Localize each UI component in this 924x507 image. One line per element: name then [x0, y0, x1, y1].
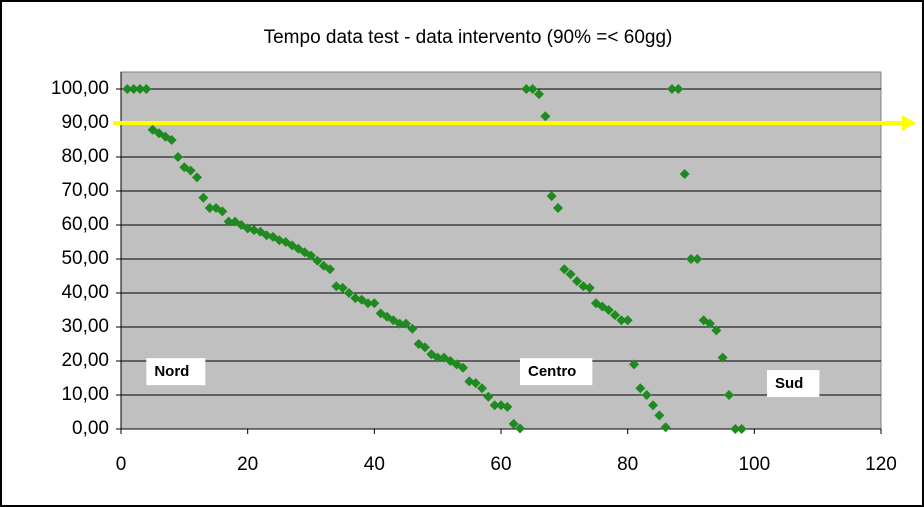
annotation-box [767, 370, 820, 398]
point [667, 84, 677, 94]
point [515, 423, 525, 434]
point [616, 315, 627, 326]
point [192, 172, 202, 183]
point [736, 424, 747, 434]
annotation: Centro [528, 363, 576, 380]
point [198, 192, 209, 203]
y-tick-label: 10,00 [61, 384, 109, 405]
x-tick-label: 20 [237, 454, 258, 475]
point [686, 254, 696, 264]
x-tick-label: 120 [865, 454, 897, 475]
y-tick-label: 60,00 [61, 214, 109, 235]
point [610, 310, 620, 321]
point [629, 359, 639, 370]
y-tick-label: 20,00 [61, 350, 109, 371]
y-tick-label: 50,00 [61, 248, 109, 269]
point [521, 84, 532, 94]
point [217, 206, 228, 217]
point [204, 203, 215, 213]
point [641, 390, 652, 400]
point [306, 250, 316, 261]
point [312, 255, 323, 266]
y-tick-label: 80,00 [61, 146, 109, 167]
point [483, 391, 494, 402]
point [527, 84, 538, 94]
point [692, 254, 703, 264]
point [553, 203, 563, 213]
plot-area [120, 71, 882, 430]
annotation-box [520, 358, 593, 386]
point [420, 342, 430, 353]
x-tick-label: 60 [490, 454, 511, 475]
point [122, 84, 133, 94]
point [572, 276, 582, 287]
reference-arrow [902, 115, 916, 131]
chart-title: Tempo data test - data intervento (90% =… [264, 27, 673, 48]
point [369, 298, 380, 309]
point [679, 169, 690, 179]
point [432, 352, 443, 363]
x-tick-label: 0 [116, 454, 127, 475]
point [730, 424, 741, 434]
point [635, 383, 646, 394]
point [584, 282, 595, 293]
x-tick-label: 100 [738, 454, 770, 475]
point [546, 191, 557, 202]
point [128, 84, 139, 94]
point [673, 84, 684, 94]
point [660, 422, 671, 433]
x-tick-label: 40 [364, 454, 385, 475]
point [654, 410, 665, 421]
point [135, 84, 145, 94]
point [458, 362, 468, 373]
point [508, 418, 519, 429]
point [363, 298, 373, 309]
point [223, 216, 234, 227]
y-tick-label: 30,00 [61, 316, 109, 337]
y-tick-label: 40,00 [61, 282, 109, 303]
point [705, 318, 715, 329]
point [344, 288, 354, 298]
point [470, 378, 481, 389]
point [603, 305, 614, 315]
point [559, 264, 570, 275]
point [489, 400, 500, 411]
point [394, 318, 405, 329]
point [185, 165, 196, 176]
y-tick-label: 90,00 [61, 112, 109, 133]
point [173, 152, 183, 162]
point [477, 383, 487, 394]
point [401, 318, 411, 329]
annotation: Sud [775, 375, 803, 392]
point [724, 390, 734, 400]
point [325, 264, 335, 275]
point [534, 89, 544, 100]
point [622, 315, 633, 326]
point [299, 247, 310, 258]
point [540, 111, 551, 122]
point [717, 352, 728, 363]
point [502, 401, 513, 412]
point [565, 269, 576, 280]
y-tick-label: 70,00 [61, 180, 109, 201]
y-tick-label: 100,00 [51, 78, 109, 99]
point [166, 135, 177, 145]
point [407, 323, 418, 334]
annotation: Nord [154, 363, 189, 380]
point [648, 400, 658, 411]
point [141, 84, 152, 94]
y-tick-label: 0,00 [72, 418, 109, 439]
point [337, 282, 348, 293]
point [711, 325, 722, 336]
x-tick-label: 80 [617, 454, 638, 475]
annotation-box [146, 358, 206, 386]
